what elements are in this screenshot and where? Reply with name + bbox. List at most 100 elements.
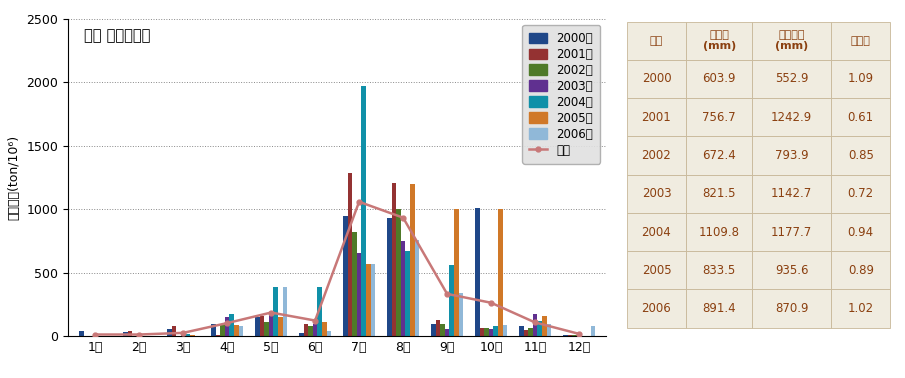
Bar <box>627 98 686 136</box>
Bar <box>371 264 376 336</box>
Bar <box>752 290 831 328</box>
Bar <box>519 326 523 336</box>
Text: 891.4: 891.4 <box>702 302 736 315</box>
평균 <box>486 301 497 305</box>
Bar <box>686 251 752 290</box>
Bar <box>79 332 83 336</box>
Bar <box>211 324 215 336</box>
Bar <box>533 314 538 336</box>
Bar <box>186 334 190 336</box>
Bar <box>348 173 352 336</box>
평균 <box>222 321 233 325</box>
Bar <box>567 335 572 336</box>
Bar <box>343 216 348 336</box>
평균 <box>134 332 145 337</box>
Bar <box>396 209 401 336</box>
Text: 672.4: 672.4 <box>702 149 736 162</box>
Text: 년도: 년도 <box>650 36 663 46</box>
Bar <box>686 290 752 328</box>
Bar <box>220 324 224 336</box>
Bar <box>627 60 686 98</box>
Bar <box>414 240 419 336</box>
Bar <box>303 324 309 336</box>
Bar <box>752 98 831 136</box>
Bar <box>686 60 752 98</box>
Bar <box>299 333 303 336</box>
Bar <box>686 136 752 175</box>
Text: 935.6: 935.6 <box>775 264 808 277</box>
Bar <box>327 332 331 336</box>
Bar <box>459 293 463 336</box>
Bar <box>484 327 489 336</box>
Text: 0.89: 0.89 <box>848 264 873 277</box>
Bar <box>444 329 450 336</box>
Bar <box>831 22 891 60</box>
Bar <box>224 318 230 336</box>
Text: 1242.9: 1242.9 <box>771 111 813 124</box>
Text: 870.9: 870.9 <box>775 302 808 315</box>
Bar <box>831 98 891 136</box>
Text: 2000: 2000 <box>642 73 672 85</box>
Bar <box>273 287 278 336</box>
Text: 603.9: 603.9 <box>702 73 736 85</box>
Text: 0.85: 0.85 <box>848 149 873 162</box>
Bar <box>352 232 357 336</box>
Text: 2006: 2006 <box>642 302 672 315</box>
Bar <box>752 136 831 175</box>
Text: 2001: 2001 <box>642 111 672 124</box>
Bar <box>366 264 371 336</box>
평균 <box>529 320 540 325</box>
Bar <box>752 175 831 213</box>
Text: 유출고
(mm): 유출고 (mm) <box>702 30 736 51</box>
Bar <box>309 326 313 336</box>
Bar <box>831 60 891 98</box>
Bar <box>563 335 567 336</box>
평균 <box>310 318 320 323</box>
Bar <box>752 22 831 60</box>
Bar <box>128 332 132 336</box>
Bar <box>831 175 891 213</box>
Bar <box>686 213 752 251</box>
Bar <box>627 136 686 175</box>
Bar <box>752 213 831 251</box>
Bar <box>190 335 195 336</box>
Bar <box>431 324 435 336</box>
Bar <box>405 251 410 336</box>
평균 <box>90 332 100 337</box>
Bar <box>686 175 752 213</box>
Text: 강우깊이
(mm): 강우깊이 (mm) <box>775 30 808 51</box>
Bar <box>313 324 318 336</box>
Bar <box>547 324 551 336</box>
Bar <box>172 326 176 336</box>
Bar <box>627 175 686 213</box>
Text: 0.61: 0.61 <box>848 111 874 124</box>
Bar <box>831 213 891 251</box>
Bar <box>752 60 831 98</box>
Bar <box>502 325 508 336</box>
Bar <box>357 253 361 336</box>
Text: 821.5: 821.5 <box>702 187 736 200</box>
Bar <box>591 326 595 336</box>
Text: 1.02: 1.02 <box>848 302 874 315</box>
Bar <box>255 317 260 336</box>
Text: 2004: 2004 <box>642 226 672 239</box>
Y-axis label: 유출용적(ton/10⁶): 유출용적(ton/10⁶) <box>8 135 21 220</box>
Bar <box>167 329 172 336</box>
Bar <box>489 330 493 336</box>
Bar <box>387 218 392 336</box>
Bar <box>831 251 891 290</box>
Bar <box>542 316 547 336</box>
Bar <box>475 208 480 336</box>
평균 <box>266 310 277 315</box>
Text: 관측 월유출용적: 관측 월유출용적 <box>84 28 150 43</box>
Bar <box>181 335 186 336</box>
평균 <box>574 332 585 336</box>
Bar <box>493 326 498 336</box>
Bar <box>686 98 752 136</box>
Bar <box>538 321 542 336</box>
Bar <box>215 335 220 336</box>
Text: 552.9: 552.9 <box>775 73 808 85</box>
Text: 0.72: 0.72 <box>848 187 874 200</box>
Bar <box>831 136 891 175</box>
Bar <box>392 183 396 336</box>
